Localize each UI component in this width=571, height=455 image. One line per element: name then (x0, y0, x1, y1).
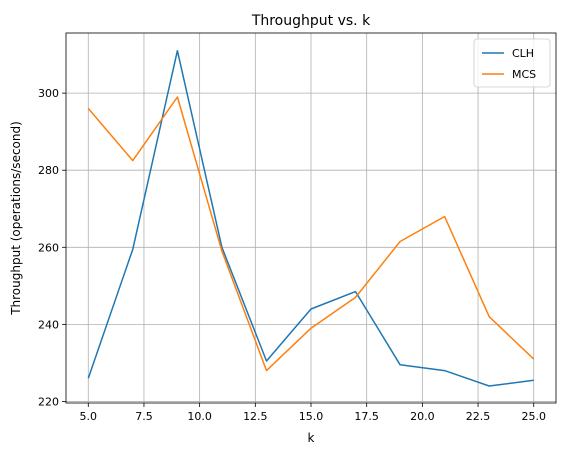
x-axis-ticks: 5.0 7.5 10.0 12.5 15.0 17.5 20.0 22.5 25.0 (80, 403, 546, 423)
legend-label-mcs: MCS (512, 68, 536, 81)
series-line-mcs (87, 96, 535, 372)
y-tick-label: 260 (38, 241, 59, 254)
legend-label-clh: CLH (512, 47, 534, 60)
y-axis-label: Throughput (operations/second) (9, 121, 23, 316)
x-tick-label: 17.5 (354, 410, 379, 423)
series-lines (87, 49, 535, 387)
x-tick-label: 10.0 (187, 410, 212, 423)
chart-title: Throughput vs. k (251, 13, 371, 29)
x-tick-label: 7.5 (135, 410, 153, 423)
y-axis-ticks: 220 240 260 280 300 (38, 87, 66, 408)
x-tick-label: 15.0 (299, 410, 324, 423)
x-tick-label: 22.5 (466, 410, 491, 423)
x-axis-label: k (308, 431, 315, 445)
grid (66, 33, 556, 403)
series-line-clh (87, 49, 534, 387)
x-tick-label: 12.5 (243, 410, 268, 423)
x-tick-label: 25.0 (521, 410, 546, 423)
x-tick-label: 5.0 (80, 410, 98, 423)
legend-box (473, 38, 551, 88)
legend: CLH MCS (473, 38, 551, 88)
y-tick-label: 280 (38, 164, 59, 177)
x-tick-label: 20.0 (410, 410, 435, 423)
y-tick-label: 220 (38, 395, 59, 408)
y-tick-label: 300 (38, 87, 59, 100)
y-tick-label: 240 (38, 318, 59, 331)
